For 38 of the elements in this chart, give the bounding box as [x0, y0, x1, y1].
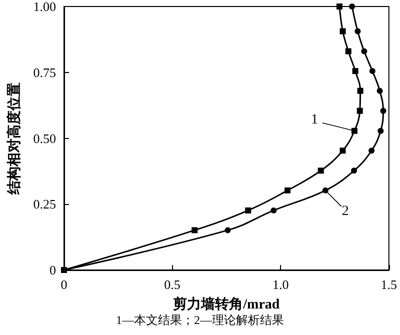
point: [270, 207, 277, 214]
x-tick-label: 0.5: [164, 277, 180, 292]
point: [318, 168, 324, 174]
text: 1—本文结果；2—理论解析结果: [116, 313, 284, 327]
point: [192, 227, 198, 234]
annotation: 2: [342, 204, 349, 219]
point: [376, 88, 383, 94]
point: [356, 108, 363, 114]
point: [368, 148, 375, 154]
point: [351, 128, 358, 134]
point: [245, 207, 252, 214]
annotation: 1: [310, 112, 318, 128]
y-tick-label: 1.00: [33, 0, 56, 14]
point: [336, 4, 342, 10]
point: [378, 128, 384, 134]
point: [354, 28, 361, 34]
point: [352, 68, 358, 74]
point: [340, 148, 346, 154]
x-axis-title: 剪力墙转角/mrad: [173, 296, 280, 312]
y-tick-label: 0.50: [33, 130, 56, 146]
point: [284, 187, 291, 194]
point: [361, 48, 368, 54]
point: [369, 68, 376, 74]
y-tick-label: 0.75: [33, 64, 56, 80]
y-tick-label: 0: [50, 262, 56, 278]
point: [345, 48, 352, 54]
point: [349, 4, 356, 10]
point: [380, 108, 386, 114]
point: [224, 227, 231, 234]
point: [340, 28, 346, 34]
point: [357, 88, 364, 94]
point: [351, 168, 358, 174]
y-axis-title: 结构相对高度位置: [6, 82, 22, 196]
x-tick-label: 0: [60, 277, 68, 292]
x-tick-label: 1.5: [380, 277, 397, 292]
x-tick-label: 1.0: [272, 277, 289, 292]
y-tick-label: 0.25: [33, 196, 56, 212]
point: [322, 187, 328, 194]
